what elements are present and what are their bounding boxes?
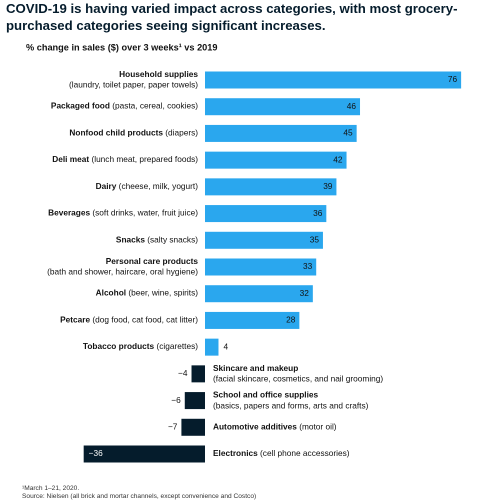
title-line: purchased categories seeing significant … (6, 18, 326, 33)
value-label: −6 (171, 395, 181, 405)
category-name: Snacks (116, 234, 145, 244)
category-note: (laundry, toilet paper, paper towels) (69, 80, 198, 90)
value-label: −36 (89, 448, 103, 458)
source: Source: Nielsen (all brick and mortar ch… (22, 493, 256, 500)
value-label: 42 (333, 154, 343, 164)
category-note: (dog food, cat food, cat litter) (90, 315, 198, 325)
category-label: Dairy (cheese, milk, yogurt) (96, 181, 199, 191)
category-note: (bath and shower, haircare, oral hygiene… (47, 267, 198, 277)
value-label: 39 (323, 181, 333, 191)
bar (205, 124, 357, 142)
category-label: Deli meat (lunch meat, prepared foods) (52, 154, 198, 164)
category-label: Nonfood child products (diapers) (69, 128, 198, 138)
value-label: 28 (286, 315, 296, 325)
category-label: Electronics (cell phone accessories) (213, 448, 350, 458)
bar (184, 392, 205, 410)
category-label: Skincare and makeup (213, 363, 298, 373)
bar (205, 258, 317, 276)
category-name: Nonfood child products (69, 128, 163, 138)
bar (205, 231, 323, 249)
category-label: Tobacco products (cigarettes) (83, 341, 198, 351)
category-name: Automotive additives (213, 421, 297, 431)
value-label: −7 (168, 421, 178, 431)
bar (205, 285, 313, 303)
bar (191, 365, 205, 383)
category-label: Petcare (dog food, cat food, cat litter) (60, 315, 198, 325)
category-note: (cell phone accessories) (258, 448, 350, 458)
category-note: (cigarettes) (154, 341, 198, 351)
category-label: Personal care products (106, 256, 199, 266)
bar (205, 98, 361, 116)
chart-title: COVID-19 is having varied impact across … (6, 1, 457, 33)
bar (205, 338, 219, 356)
category-name: Petcare (60, 315, 90, 325)
category-note: (diapers) (163, 128, 198, 138)
category-note: (motor oil) (297, 421, 337, 431)
category-name: Electronics (213, 448, 258, 458)
value-label: −4 (178, 368, 188, 378)
bar (205, 205, 327, 223)
category-name: Household supplies (119, 69, 198, 79)
category-label: Packaged food (pasta, cereal, cookies) (51, 101, 198, 111)
bar (83, 445, 205, 463)
category-note: (soft drinks, water, fruit juice) (90, 208, 198, 218)
category-label: Alcohol (beer, wine, spirits) (96, 288, 199, 298)
category-note: (cheese, milk, yogurt) (116, 181, 198, 191)
category-name: Dairy (96, 181, 117, 191)
value-label: 45 (343, 128, 353, 138)
bar (205, 311, 300, 329)
value-label: 76 (448, 74, 458, 84)
category-label: Automotive additives (motor oil) (213, 421, 337, 431)
category-name: Tobacco products (83, 341, 155, 351)
category-note: (lunch meat, prepared foods) (89, 154, 198, 164)
category-name: Personal care products (106, 256, 199, 266)
value-label: 32 (300, 288, 310, 298)
bar (181, 418, 205, 436)
bar (205, 178, 337, 196)
bar (205, 71, 462, 89)
value-label: 36 (313, 208, 323, 218)
category-note: (salty snacks) (145, 234, 198, 244)
title-line: COVID-19 is having varied impact across … (6, 1, 457, 16)
category-name: Beverages (48, 208, 90, 218)
value-label: 33 (303, 261, 313, 271)
category-note: (pasta, cereal, cookies) (110, 101, 198, 111)
value-label: 35 (310, 234, 320, 244)
category-label: Beverages (soft drinks, water, fruit jui… (48, 208, 198, 218)
category-note: (facial skincare, cosmetics, and nail gr… (213, 374, 383, 384)
category-note: (basics, papers and forms, arts and craf… (213, 400, 369, 410)
bar (205, 151, 347, 169)
category-label: Snacks (salty snacks) (116, 234, 198, 244)
footnote: ¹March 1–21, 2020. (22, 485, 79, 492)
category-note: (beer, wine, spirits) (126, 288, 198, 298)
category-label: School and office supplies (213, 390, 318, 400)
chart-subtitle: % change in sales ($) over 3 weeks¹ vs 2… (26, 42, 218, 52)
category-name: School and office supplies (213, 390, 318, 400)
category-name: Alcohol (96, 288, 126, 298)
value-label: 46 (347, 101, 357, 111)
value-label: 4 (223, 341, 228, 351)
category-name: Deli meat (52, 154, 89, 164)
category-name: Skincare and makeup (213, 363, 298, 373)
category-name: Packaged food (51, 101, 110, 111)
category-label: Household supplies (119, 69, 198, 79)
